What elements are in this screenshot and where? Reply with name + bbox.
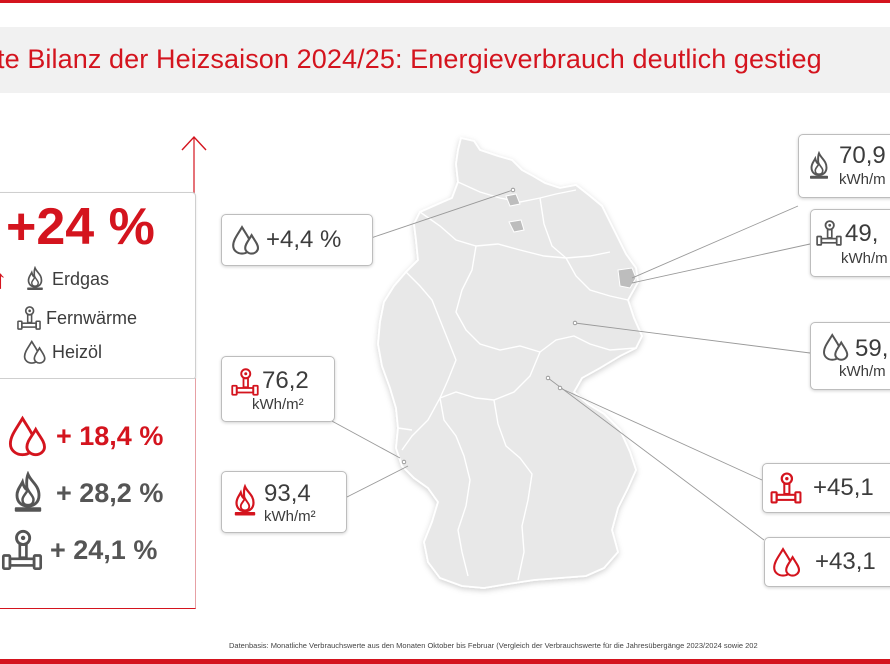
change-fernwaerme: + 24,1 % [0, 528, 157, 572]
legend-label: Erdgas [52, 268, 110, 289]
callout-west-heat: 76,2 kWh/m² [221, 356, 335, 422]
arrow-up-icon [181, 135, 207, 151]
oil-drop-icon [22, 339, 48, 365]
oil-drop-icon [821, 332, 851, 362]
germany-outline [377, 136, 643, 589]
oil-drop-icon [230, 224, 262, 256]
callout-north-oil: +4,4 % [221, 214, 373, 266]
change-value: + 18,4 % [56, 420, 164, 451]
callout-east-heat: 49, kWh/m [810, 209, 890, 277]
change-value: + 24,1 % [50, 534, 158, 565]
oil-drop-icon [6, 414, 50, 458]
legend-item-erdgas: Erdgas [22, 266, 109, 292]
legend-item-heizoel: Heizöl [22, 339, 102, 365]
change-value: + 28,2 % [56, 477, 164, 508]
bottom-accent-bar [0, 659, 890, 664]
total-change: +24 % [6, 198, 155, 256]
callout-value: +45,1 [813, 474, 874, 501]
district-heating-icon [0, 528, 44, 572]
callout-south-oil: +43,1 [764, 537, 890, 587]
total-change-sign: ↑ [0, 264, 7, 294]
callout-unit: kWh/m [839, 171, 886, 188]
gas-flame-icon [228, 481, 262, 521]
callout-southwest-gas: 93,4 kWh/m² [221, 471, 347, 533]
gas-flame-icon [804, 145, 834, 187]
change-erdgas: + 28,2 % [6, 471, 163, 515]
callout-value: 70,9 [839, 142, 886, 169]
gas-flame-icon [22, 266, 48, 292]
callout-value: 59, [855, 335, 889, 362]
callout-east-gas: 70,9 kWh/m [798, 134, 890, 198]
district-heating-icon [769, 471, 803, 505]
change-heizoel: + 18,4 % [6, 414, 163, 458]
legend-label: Heizöl [52, 341, 103, 362]
legend-label: Fernwärme [46, 307, 138, 328]
oil-drop-icon [771, 546, 803, 578]
callout-unit: kWh/m [841, 250, 888, 267]
footnote-source: Datenbasis: Monatliche Verbrauchswerte a… [229, 641, 758, 650]
legend-item-fernwaerme: Fernwärme [16, 305, 137, 331]
header-band [0, 27, 890, 93]
callout-unit: kWh/m² [252, 396, 304, 413]
district-heating-icon [815, 219, 843, 247]
callout-value: +43,1 [815, 548, 876, 575]
callout-east-oil: 59, kWh/m [810, 322, 890, 390]
top-accent-bar [0, 0, 890, 3]
callout-value: 93,4 [264, 480, 311, 507]
callout-value: 76,2 [262, 367, 309, 394]
callout-south-heat: +45,1 [762, 463, 890, 513]
district-heating-icon [16, 305, 42, 331]
gas-flame-icon [6, 471, 50, 515]
callout-value: 49, [845, 220, 879, 247]
callout-value: +4,4 % [266, 226, 342, 253]
district-heating-icon [230, 367, 260, 397]
changes-panel [0, 378, 196, 609]
page-title: te Bilanz der Heizsaison 2024/25: Energi… [0, 44, 822, 74]
callout-unit: kWh/m [839, 363, 886, 380]
callout-unit: kWh/m² [264, 508, 316, 525]
